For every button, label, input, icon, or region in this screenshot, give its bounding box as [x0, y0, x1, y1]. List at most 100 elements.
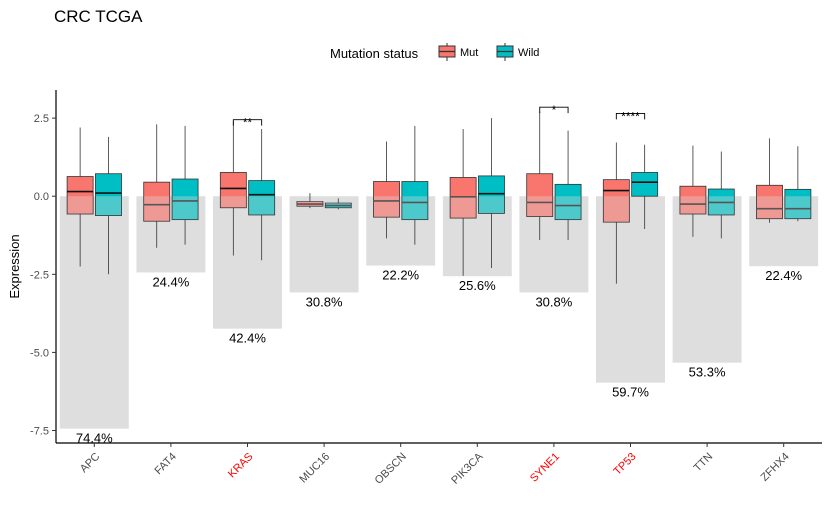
box-body	[679, 185, 707, 215]
box-body	[401, 181, 429, 221]
mutation-frequency-bars: 74.4% 24.4% 42.4% 30.8% 22.2% 25.6% 30.8% 59.7%…	[59, 196, 819, 446]
boxplots	[66, 111, 812, 284]
chart-title: CRC TCGA	[54, 7, 143, 26]
box-wild-muc16	[324, 198, 352, 210]
box-mut-obscn	[373, 141, 400, 239]
y-tick-label: -7.5	[30, 426, 49, 438]
x-tick-label-syne1: SYNE1	[528, 451, 562, 485]
box-overlay	[402, 196, 428, 220]
box-overlay	[220, 196, 246, 208]
box-body	[631, 172, 659, 197]
legend-label-wild: Wild	[518, 47, 539, 59]
box-body	[219, 172, 247, 209]
box-mut-zfhx4	[756, 138, 783, 223]
box-body	[784, 188, 812, 220]
y-axis-title: Expression	[7, 234, 22, 298]
significance-bracket-tp53	[615, 112, 646, 120]
significance-bracket-kras	[232, 119, 263, 126]
box-overlay	[172, 196, 198, 220]
box-body	[602, 179, 630, 223]
box-overlay	[67, 196, 93, 214]
y-tick-label: 2.5	[34, 113, 49, 125]
mutation-percent-label-ttn: 53.3%	[689, 365, 726, 380]
mutation-percent-label-apc: 74.4%	[76, 431, 113, 446]
mutation-percent-label-obscn: 22.2%	[382, 268, 419, 283]
box-body	[373, 181, 400, 218]
significance-markers: *** ****	[232, 103, 646, 130]
box-overlay	[757, 196, 783, 219]
x-tick-label-zfhx4: ZFHX4	[759, 451, 792, 484]
box-wild-fat4	[171, 125, 199, 245]
box-mut-tp53	[602, 142, 630, 284]
box-overlay	[785, 196, 811, 219]
box-overlay	[144, 196, 170, 221]
mutation-bar-kras	[213, 196, 282, 329]
mutation-bar-apc	[59, 196, 129, 429]
x-tick-label-apc: APC	[78, 451, 103, 476]
box-body	[66, 176, 94, 215]
x-tick-label-fat4: FAT4	[153, 451, 180, 478]
x-tick-label-kras: KRAS	[226, 451, 256, 481]
mutation-percent-label-muc16: 30.8%	[306, 294, 343, 309]
mutation-percent-label-kras: 42.4%	[229, 331, 266, 346]
box-overlay	[555, 196, 581, 220]
mutation-percent-label-zfhx4: 22.4%	[765, 268, 802, 283]
mutation-percent-label-syne1: 30.8%	[535, 294, 572, 309]
mutation-bar-tp53	[596, 196, 665, 383]
box-mut-syne1	[526, 111, 554, 240]
box-overlay	[708, 196, 734, 215]
x-tick-label-muc16: MUC16	[297, 451, 332, 486]
box-wild-zfhx4	[784, 146, 812, 222]
box-wild-syne1	[554, 130, 582, 240]
x-tick-label-tp53: TP53	[612, 451, 639, 478]
box-body	[526, 173, 554, 217]
box-wild-ttn	[707, 151, 735, 239]
box-mut-ttn	[679, 145, 707, 237]
box-overlay	[95, 196, 121, 216]
x-tick-label-obscn: OBSCN	[373, 451, 409, 487]
mutation-percent-label-pik3ca: 25.6%	[459, 278, 496, 293]
box-mut-muc16	[296, 193, 324, 209]
x-tick-label-pik3ca: PIK3CA	[449, 450, 486, 487]
box-mut-apc	[66, 127, 94, 267]
box-overlay	[527, 196, 553, 217]
box-body	[478, 175, 505, 214]
box-overlay	[478, 196, 504, 213]
y-tick-label: 0.0	[34, 191, 49, 203]
box-body	[554, 183, 582, 221]
box-body	[756, 184, 783, 220]
box-body	[171, 178, 199, 221]
box-wild-tp53	[631, 144, 659, 230]
mutation-percent-label-tp53: 59.7%	[612, 385, 649, 400]
box-mut-fat4	[143, 124, 171, 248]
box-wild-apc	[95, 136, 122, 275]
mutation-bar-muc16	[289, 196, 359, 293]
box-overlay	[680, 196, 706, 214]
box-body	[143, 181, 171, 222]
y-tick-label: -5.0	[30, 347, 49, 359]
significance-label-tp53: ****	[621, 109, 640, 123]
y-tick-label: -2.5	[30, 269, 49, 281]
box-overlay	[249, 196, 275, 215]
box-overlay	[603, 196, 629, 222]
significance-label-syne1: *	[552, 103, 557, 117]
box-body	[248, 180, 276, 216]
mutation-percent-label-fat4: 24.4%	[152, 274, 189, 289]
box-mut-pik3ca	[449, 129, 477, 276]
box-body	[449, 177, 477, 219]
legend-title: Mutation status	[330, 46, 419, 61]
legend-label-mut: Mut	[460, 47, 478, 59]
legend: Mutation status Mut Wild	[330, 43, 539, 61]
box-wild-pik3ca	[478, 118, 505, 269]
x-tick-label-ttn: TTN	[692, 451, 716, 475]
box-overlay	[374, 196, 400, 217]
mutation-bar-ttn	[672, 196, 742, 363]
significance-bracket-syne1	[539, 106, 569, 114]
box-wild-kras	[248, 129, 276, 261]
box-mut-kras	[219, 121, 247, 256]
box-overlay	[450, 196, 476, 218]
box-body	[95, 173, 122, 216]
box-wild-obscn	[401, 125, 429, 245]
significance-label-kras: **	[243, 116, 253, 130]
